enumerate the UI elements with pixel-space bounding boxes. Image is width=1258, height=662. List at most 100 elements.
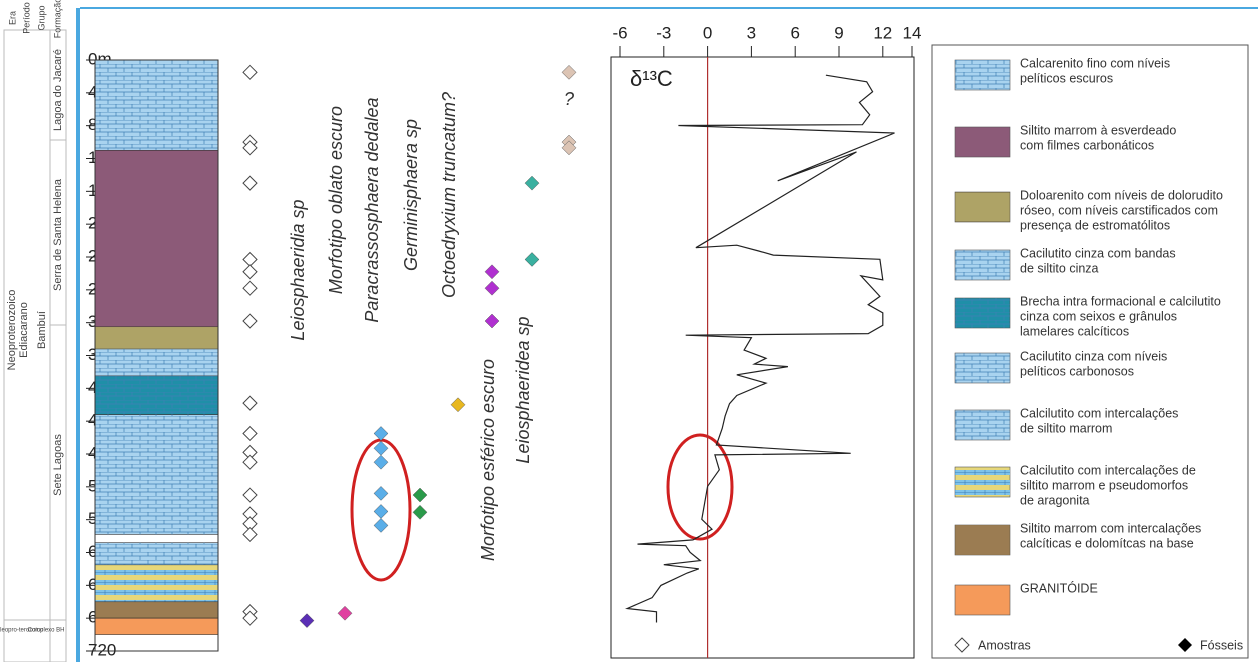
sample (242, 425, 258, 442)
fossil (561, 140, 577, 156)
sample (242, 175, 258, 191)
legend-frame (931, 44, 1249, 659)
fossil (373, 454, 389, 470)
fossil (524, 175, 540, 191)
legend-swatch (954, 126, 1011, 158)
fossil (484, 280, 500, 296)
fossil-label: ? (564, 89, 574, 109)
isotope-curve (625, 74, 895, 623)
legend-text: Calcarenito fino com níveis (1020, 56, 1170, 70)
legend-pattern (955, 467, 1010, 497)
legend-text: Calcilutito com intercalações de (1020, 463, 1196, 477)
legend-text: Siltito marrom com intercalações (1020, 521, 1201, 535)
formation: Serra de Santa Helena (52, 178, 64, 291)
sample (242, 264, 258, 280)
fossil (373, 486, 389, 501)
sample (242, 395, 258, 411)
legend-swatch (954, 584, 1011, 616)
legend-pattern (955, 410, 1010, 440)
legend-text: com filmes carbonáticos (1020, 138, 1154, 152)
taxon-name: Germinisphaera sp (401, 119, 421, 271)
strat-unit: Ediacarano (18, 302, 30, 358)
fossil (373, 504, 389, 519)
legend-text: Amostras (978, 638, 1031, 652)
sample (242, 64, 258, 81)
formation: Lagoa do Jacaré (52, 49, 64, 131)
taxon-name: Leiosphaeridia sp (288, 199, 308, 340)
fossil (484, 264, 500, 280)
layer (94, 149, 219, 328)
legend-text: Fósseis (1200, 638, 1243, 652)
legend-text: calcíticas e dolomítcas na base (1020, 536, 1194, 550)
layer (94, 617, 219, 635)
legend-text: Calcilutito com intercalações (1020, 406, 1178, 420)
fossil (561, 64, 577, 80)
legend-marker (1178, 638, 1192, 652)
legend-pattern (955, 60, 1010, 90)
fossil (524, 252, 540, 267)
x-tick-label: 12 (873, 23, 892, 42)
strat-unit: Bambuí (36, 311, 48, 349)
highlight (666, 433, 734, 541)
legend-pattern (955, 525, 1010, 555)
taxon-name: Paracrassosphaera dedalea (362, 97, 382, 322)
x-tick-label: 9 (834, 23, 843, 42)
fossil (337, 605, 353, 621)
layer-pattern (95, 414, 218, 535)
layer-pattern (95, 542, 218, 565)
legend-text: Cacilutito cinza com bandas (1020, 246, 1176, 260)
fossil (299, 613, 315, 628)
base-unit: Paleopro-terozoico (0, 628, 44, 634)
legend-text: GRANITÓIDE (1020, 580, 1098, 595)
curve-title: δ¹³C (630, 66, 673, 91)
legend-pattern (955, 192, 1010, 222)
legend-text: Doloarenito com níveis de dolorudito (1020, 188, 1223, 202)
layer-pattern (95, 601, 218, 619)
legend-text: de aragonita (1020, 493, 1090, 507)
strat-frame (3, 29, 67, 662)
column-frame (94, 59, 219, 652)
fossil (450, 397, 466, 413)
legend-text: Brecha intra formacional e calcilutito (1020, 294, 1221, 308)
fossil (373, 518, 389, 533)
strat-header: Formação (52, 0, 62, 38)
layer-pattern (95, 60, 218, 151)
y-tick-label: 720 (88, 640, 116, 659)
layer-pattern (95, 326, 218, 349)
x-tick-label: -6 (612, 23, 627, 42)
formation: Sete Lagoas (52, 434, 64, 496)
fossil (484, 313, 500, 329)
sample (242, 610, 258, 626)
fossil (373, 440, 389, 456)
fossil (373, 426, 389, 441)
legend-text: Siltito marrom à esverdeado (1020, 123, 1176, 137)
layer-pattern (95, 376, 218, 415)
legend-text: pelíticos escuros (1020, 71, 1113, 85)
strat-header: Grupo (36, 5, 46, 30)
legend-pattern (955, 298, 1010, 328)
sample (242, 526, 258, 543)
legend-text: cinza com seixos e grânulos (1020, 309, 1177, 323)
sample (242, 313, 258, 329)
sample (242, 487, 258, 503)
x-tick-label: 6 (790, 23, 799, 42)
legend-marker (954, 637, 970, 653)
strat-unit: Neoproterozoico (6, 290, 18, 371)
legend-pattern (955, 353, 1010, 383)
sample (242, 140, 258, 156)
legend-text: presença de estromatólitos (1020, 218, 1170, 232)
fossil (412, 504, 428, 520)
legend-text: Cacilutito cinza com níveis (1020, 349, 1167, 363)
sample (242, 454, 258, 470)
legend-text: róseo, com níveis carstificados com (1020, 203, 1218, 217)
strat-header: Período (21, 2, 31, 34)
legend-text: lamelares calcíticos (1020, 324, 1129, 338)
strat-header: Era (7, 11, 17, 25)
taxon-name: Leiosphaeridea sp (513, 316, 533, 463)
taxon-name: Octoedryxium truncatum? (439, 92, 459, 298)
taxon-name: Morfotipo esférico escuro (478, 359, 498, 561)
fossil (412, 487, 428, 503)
layer-pattern (95, 564, 218, 602)
x-tick-label: 0 (703, 23, 712, 42)
